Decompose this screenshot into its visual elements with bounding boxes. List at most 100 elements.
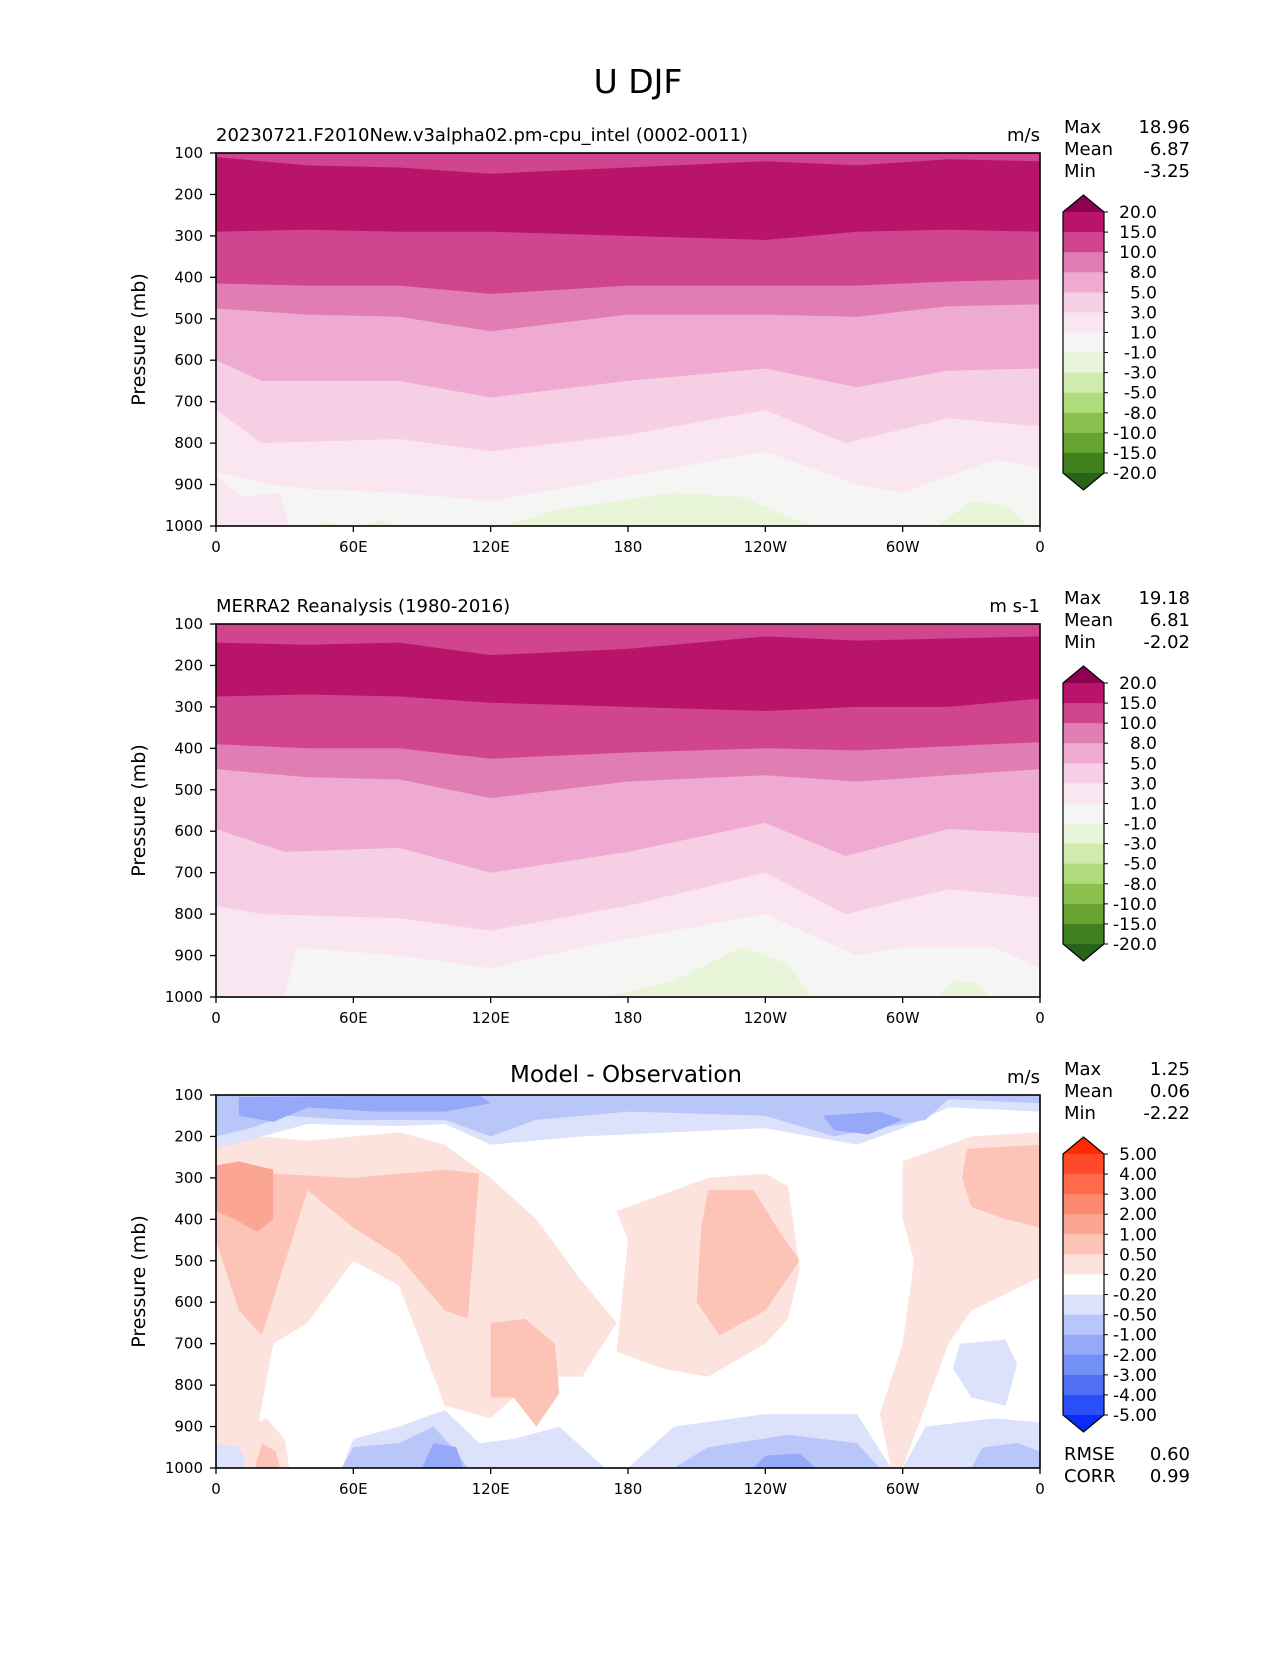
- colorbar-tick-label: -8.0: [1124, 875, 1157, 895]
- contour-patch: [822, 1111, 903, 1135]
- colorbar-tick-label: -0.50: [1113, 1306, 1157, 1326]
- colorbar-tick-label: 5.0: [1130, 754, 1157, 774]
- colorbar-swatch: [1063, 1394, 1104, 1416]
- y-tick-label: 300: [174, 227, 203, 245]
- colorbar-swatch: [1063, 863, 1104, 885]
- colorbar-extend-top: [1063, 195, 1104, 212]
- colorbar-tick-label: 20.0: [1119, 203, 1157, 223]
- y-tick-label: 500: [174, 781, 203, 799]
- colorbar-tick-label: -5.0: [1124, 384, 1157, 404]
- colorbar-extend-bottom: [1063, 1415, 1104, 1432]
- x-tick-label: 0: [1035, 1009, 1045, 1027]
- colorbar-swatch: [1063, 1314, 1104, 1336]
- colorbar-tick-label: 20.0: [1119, 674, 1157, 694]
- units-label: m/s: [1007, 125, 1040, 146]
- colorbar-tick-label: 1.0: [1130, 323, 1157, 343]
- colorbar-swatch: [1063, 923, 1104, 945]
- colorbar-swatch: [1063, 723, 1104, 744]
- x-tick-label: 60W: [886, 538, 920, 556]
- colorbar-tick-label: 0.50: [1119, 1245, 1157, 1265]
- colorbar-tick-label: 10.0: [1119, 243, 1157, 263]
- colorbar-tick-label: -15.0: [1113, 444, 1157, 464]
- stat-label: Max: [1064, 588, 1102, 609]
- colorbar-swatch: [1063, 1214, 1104, 1235]
- colorbar-extend-top: [1063, 1137, 1104, 1154]
- contour-patch: [364, 519, 400, 526]
- plot-area: [216, 153, 1040, 526]
- colorbar-swatch: [1063, 763, 1104, 784]
- colorbar-tick-label: 10.0: [1119, 714, 1157, 734]
- y-tick-label: 100: [174, 144, 203, 162]
- stat-label: Mean: [1064, 139, 1113, 160]
- y-tick-label: 1000: [165, 988, 203, 1006]
- contour-patch: [254, 1443, 281, 1468]
- x-tick-label: 0: [211, 538, 221, 556]
- x-tick-label: 0: [1035, 538, 1045, 556]
- colorbar-tick-label: 1.0: [1130, 794, 1157, 814]
- colorbar-tick-label: 8.0: [1130, 263, 1157, 283]
- colorbar-tick-label: -15.0: [1113, 915, 1157, 935]
- colorbar-swatch: [1063, 1274, 1104, 1296]
- y-tick-label: 500: [174, 310, 203, 328]
- colorbar-swatch: [1063, 392, 1104, 414]
- contour-patch: [953, 1339, 1018, 1406]
- y-tick-label: 100: [174, 1086, 203, 1104]
- contour-patch: [216, 1161, 274, 1232]
- colorbar-tick-label: -5.0: [1124, 855, 1157, 875]
- y-tick-label: 800: [174, 434, 203, 452]
- contour-patch: [422, 1443, 464, 1468]
- y-tick-label: 800: [174, 1376, 203, 1394]
- y-tick-label: 100: [174, 615, 203, 633]
- colorbar-swatch: [1063, 823, 1104, 845]
- colorbar-swatch: [1063, 683, 1104, 704]
- colorbar-tick-label: -20.0: [1113, 935, 1157, 955]
- colorbar-extend-top: [1063, 666, 1104, 683]
- colorbar-swatch: [1063, 743, 1104, 764]
- y-tick-label: 300: [174, 698, 203, 716]
- y-tick-label: 200: [174, 185, 203, 203]
- colorbar-swatch: [1063, 843, 1104, 865]
- x-tick-label: 60W: [886, 1480, 920, 1498]
- y-tick-label: 900: [174, 1418, 203, 1436]
- colorbar-tick-label: -1.0: [1124, 344, 1157, 364]
- stat-value: 0.60: [1150, 1444, 1190, 1465]
- y-tick-label: 500: [174, 1252, 203, 1270]
- colorbar-tick-label: -1.00: [1113, 1326, 1157, 1346]
- stat-value: -2.22: [1143, 1103, 1190, 1124]
- colorbar-swatch: [1063, 1294, 1104, 1316]
- plot-area: [216, 1095, 1040, 1468]
- colorbar-tick-label: 1.00: [1119, 1225, 1157, 1245]
- colorbar-swatch: [1063, 1354, 1104, 1376]
- colorbar-swatch: [1063, 312, 1104, 333]
- x-tick-label: 120W: [744, 1009, 788, 1027]
- colorbar-swatch: [1063, 372, 1104, 394]
- y-tick-label: 400: [174, 739, 203, 757]
- stat-label: Mean: [1064, 1081, 1113, 1102]
- y-tick-label: 900: [174, 476, 203, 494]
- contour-patch: [753, 1453, 816, 1468]
- stat-label: Min: [1064, 1103, 1096, 1124]
- x-tick-label: 0: [211, 1480, 221, 1498]
- colorbar-tick-label: 3.0: [1130, 303, 1157, 323]
- panel-title: MERRA2 Reanalysis (1980-2016): [216, 596, 510, 617]
- x-tick-label: 60E: [339, 1009, 368, 1027]
- contour-patch: [238, 1095, 491, 1122]
- colorbar-tick-label: 3.0: [1130, 774, 1157, 794]
- colorbar-swatch: [1063, 1194, 1104, 1215]
- colorbar-tick-label: 3.00: [1119, 1185, 1157, 1205]
- colorbar: 5.004.003.002.001.000.500.20-0.20-0.50-1…: [1062, 1136, 1157, 1433]
- colorbar-swatch: [1063, 272, 1104, 293]
- contour-band: [216, 624, 1040, 656]
- colorbar-tick-label: -5.00: [1113, 1406, 1157, 1426]
- contour-patch: [216, 1443, 251, 1468]
- colorbar-swatch: [1063, 332, 1104, 354]
- panel-title: Model - Observation: [510, 1062, 742, 1088]
- colorbar-swatch: [1063, 1174, 1104, 1195]
- stat-label: Min: [1064, 632, 1096, 653]
- y-tick-label: 600: [174, 822, 203, 840]
- contour-patch: [605, 947, 812, 997]
- colorbar-tick-label: -4.00: [1113, 1386, 1157, 1406]
- stat-value: -2.02: [1143, 632, 1190, 653]
- colorbar-tick-label: -3.00: [1113, 1366, 1157, 1386]
- stat-value: 0.99: [1150, 1466, 1190, 1487]
